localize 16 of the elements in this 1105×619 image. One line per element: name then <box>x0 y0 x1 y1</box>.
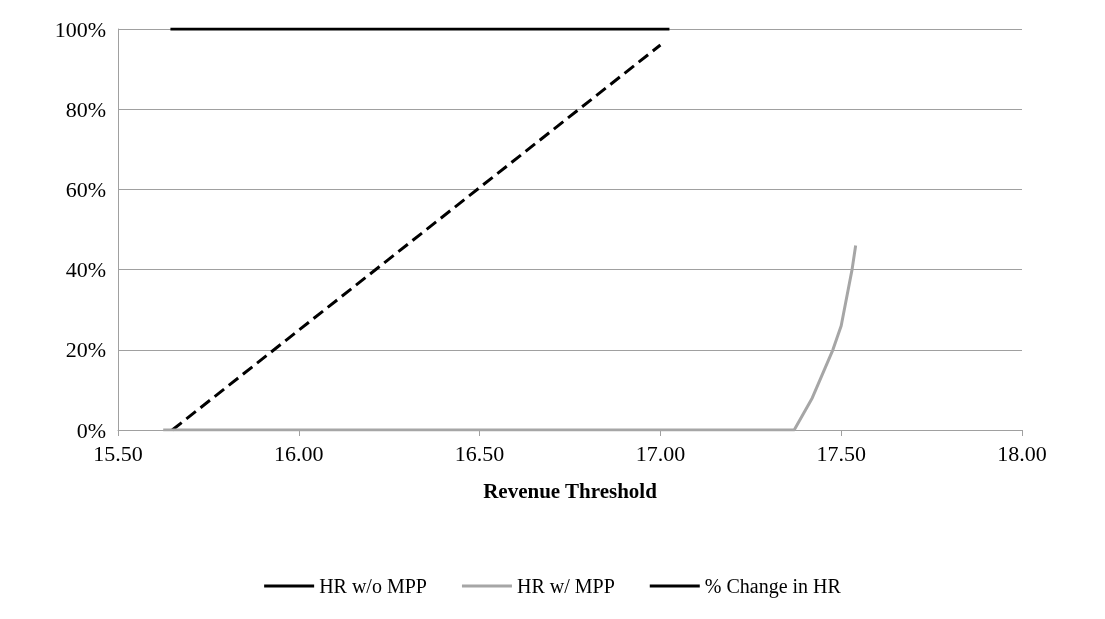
x-tick-label: 17.50 <box>816 440 866 466</box>
x-tick-label: 15.50 <box>93 440 143 466</box>
y-tick-label: 20% <box>65 337 106 363</box>
x-axis-title: Revenue Threshold <box>483 478 658 503</box>
x-tick-label: 16.00 <box>274 440 324 466</box>
y-tick-label: 80% <box>65 96 106 122</box>
legend-label: HR w/ MPP <box>516 575 615 597</box>
y-tick-label: 100% <box>54 16 106 42</box>
x-tick-label: 16.50 <box>454 440 505 466</box>
y-tick-label: 0% <box>76 417 106 443</box>
x-tick-label: 17.00 <box>635 440 686 466</box>
x-tick-label: 18.00 <box>997 440 1047 466</box>
y-tick-label: 60% <box>65 176 106 202</box>
legend-label: HR w/o MPP <box>319 575 427 597</box>
legend-label: % Change in HR <box>704 575 842 598</box>
y-tick-label: 40% <box>65 257 106 283</box>
